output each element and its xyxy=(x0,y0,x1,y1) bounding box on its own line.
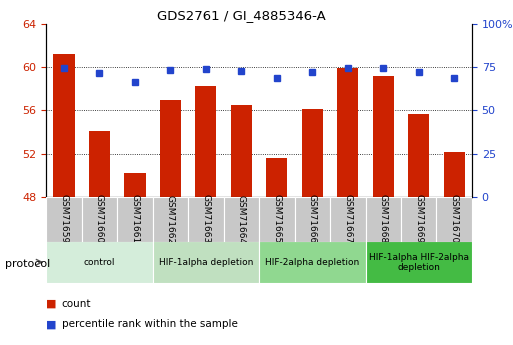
Bar xyxy=(195,86,216,197)
Text: GSM71667: GSM71667 xyxy=(343,195,352,244)
Text: GSM71669: GSM71669 xyxy=(414,195,423,244)
Text: ■: ■ xyxy=(46,319,56,329)
Text: GSM71668: GSM71668 xyxy=(379,195,388,244)
Bar xyxy=(117,197,152,241)
Text: GSM71661: GSM71661 xyxy=(130,195,140,244)
Text: GSM71665: GSM71665 xyxy=(272,195,281,244)
Bar xyxy=(337,68,359,197)
Text: ■: ■ xyxy=(46,299,56,308)
Text: control: control xyxy=(84,258,115,267)
Bar xyxy=(82,197,117,241)
Bar xyxy=(266,158,287,197)
Text: GSM71664: GSM71664 xyxy=(237,195,246,244)
Bar xyxy=(365,241,472,283)
Text: GDS2761 / GI_4885346-A: GDS2761 / GI_4885346-A xyxy=(157,9,325,22)
Text: HIF-1alpha depletion: HIF-1alpha depletion xyxy=(159,258,253,267)
Bar xyxy=(124,173,146,197)
Bar xyxy=(89,131,110,197)
Text: HIF-2alpha depletion: HIF-2alpha depletion xyxy=(265,258,360,267)
Bar xyxy=(53,54,74,197)
Bar xyxy=(46,197,82,241)
Text: count: count xyxy=(62,299,91,308)
Text: percentile rank within the sample: percentile rank within the sample xyxy=(62,319,238,329)
Bar xyxy=(401,197,437,241)
Bar xyxy=(231,105,252,197)
Bar xyxy=(444,152,465,197)
Text: GSM71666: GSM71666 xyxy=(308,195,317,244)
Bar xyxy=(152,197,188,241)
Bar xyxy=(152,241,259,283)
Text: GSM71663: GSM71663 xyxy=(201,195,210,244)
Bar xyxy=(302,109,323,197)
Text: protocol: protocol xyxy=(5,259,50,269)
Bar xyxy=(330,197,365,241)
Bar xyxy=(437,197,472,241)
Bar xyxy=(188,197,224,241)
Text: GSM71670: GSM71670 xyxy=(450,195,459,244)
Text: GSM71660: GSM71660 xyxy=(95,195,104,244)
Bar xyxy=(365,197,401,241)
Text: GSM71662: GSM71662 xyxy=(166,195,175,244)
Bar xyxy=(294,197,330,241)
Text: GSM71659: GSM71659 xyxy=(60,195,68,244)
Bar xyxy=(259,241,365,283)
Bar xyxy=(372,76,394,197)
Bar xyxy=(160,100,181,197)
Text: HIF-1alpha HIF-2alpha
depletion: HIF-1alpha HIF-2alpha depletion xyxy=(369,253,469,272)
Bar xyxy=(46,241,153,283)
Bar xyxy=(224,197,259,241)
Bar xyxy=(259,197,294,241)
Bar xyxy=(408,114,429,197)
